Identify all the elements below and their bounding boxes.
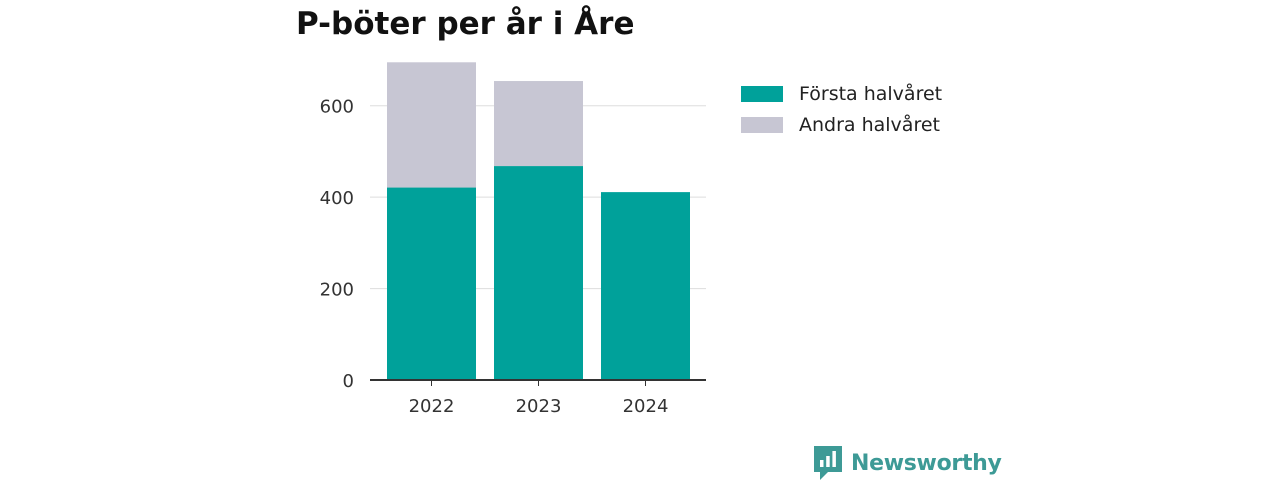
legend-item: Första halvåret bbox=[741, 78, 942, 109]
x-tick-label: 2024 bbox=[623, 396, 669, 417]
brand-mark: Newsworthy bbox=[814, 446, 1002, 480]
legend-label: Första halvåret bbox=[799, 82, 943, 105]
y-tick-label: 400 bbox=[320, 188, 354, 209]
legend-label: Andra halvåret bbox=[799, 113, 940, 136]
chart-title: P-böter per år i Åre bbox=[296, 6, 635, 42]
x-tick-label: 2022 bbox=[409, 396, 455, 417]
newsworthy-logo-icon bbox=[814, 446, 842, 480]
bar-segment bbox=[387, 62, 476, 188]
bar-segment bbox=[601, 192, 690, 380]
y-tick-label: 0 bbox=[343, 371, 354, 392]
bar-segment bbox=[494, 166, 583, 380]
legend-swatch bbox=[741, 116, 783, 133]
brand-name: Newsworthy bbox=[851, 450, 1002, 476]
bar-segment bbox=[494, 81, 583, 167]
chart-legend: Första halvåret Andra halvåret bbox=[741, 78, 942, 140]
bar-segment bbox=[387, 187, 476, 380]
y-tick-label: 200 bbox=[320, 280, 354, 301]
legend-swatch bbox=[741, 85, 783, 102]
x-tick-label: 2023 bbox=[516, 396, 562, 417]
legend-item: Andra halvåret bbox=[741, 109, 942, 140]
y-tick-label: 600 bbox=[320, 97, 354, 118]
